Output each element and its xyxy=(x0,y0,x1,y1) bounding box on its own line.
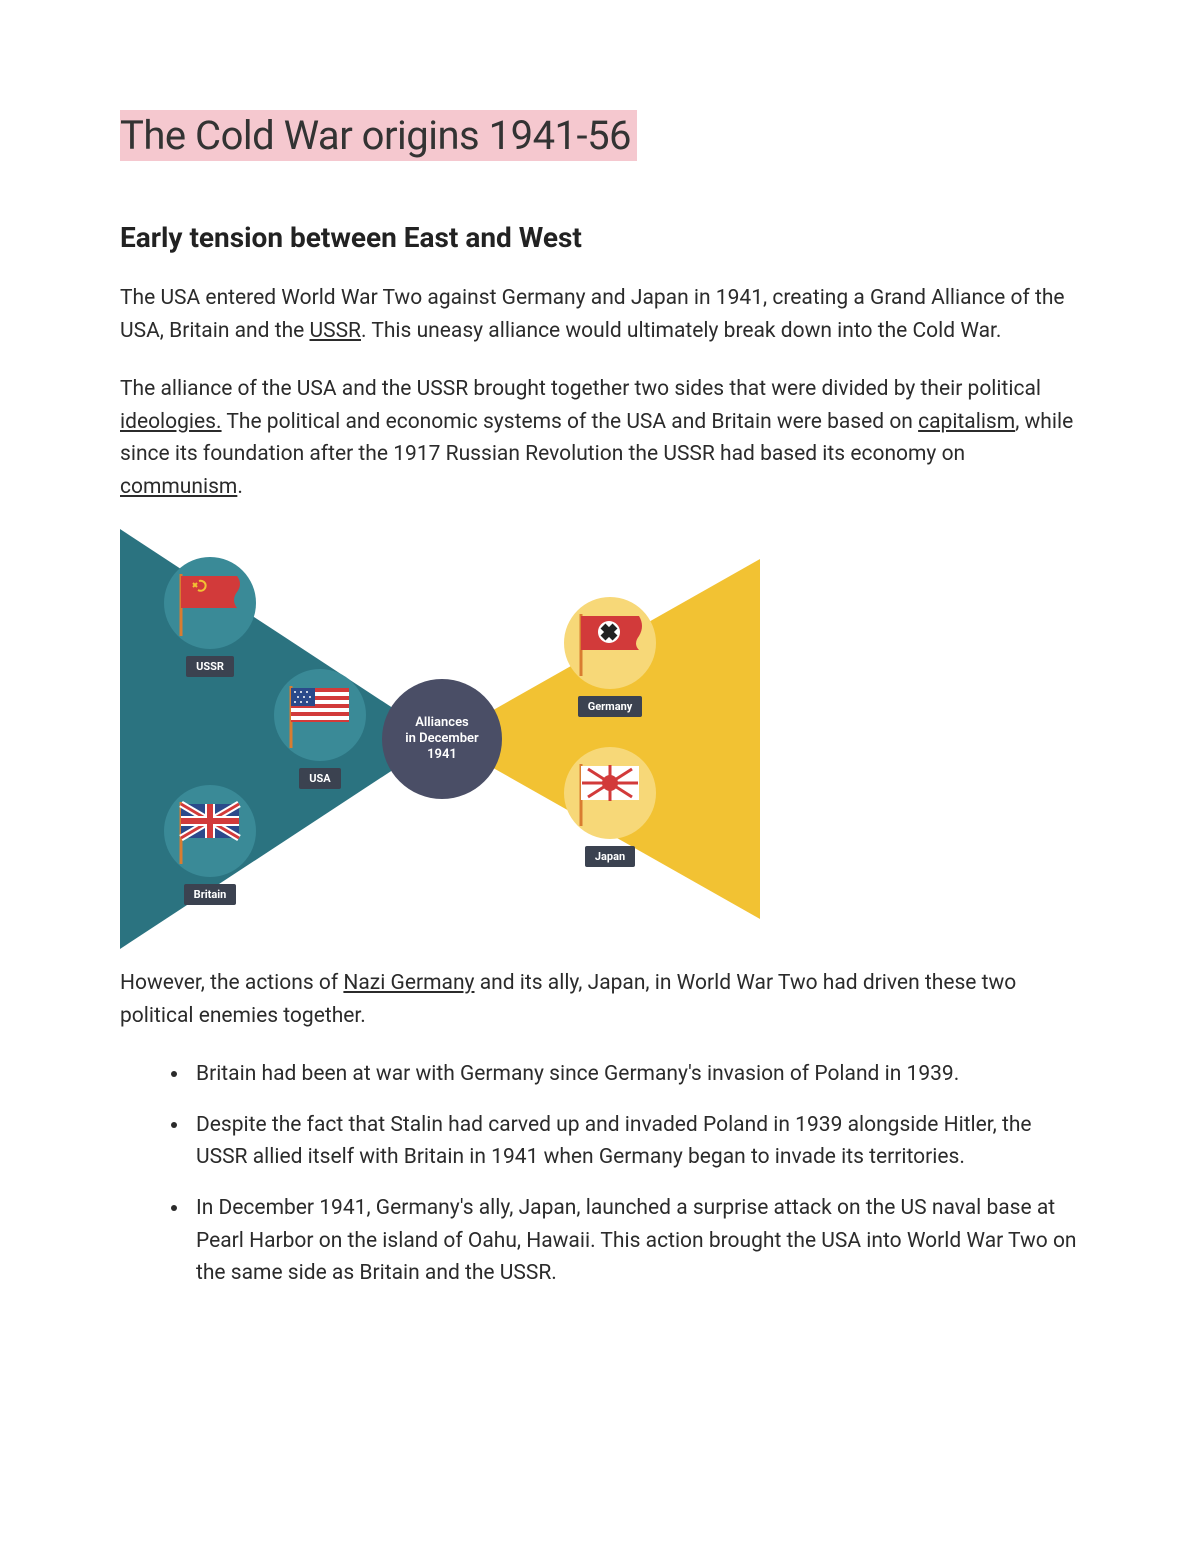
britain-flag-icon xyxy=(171,796,249,866)
country-label: USA xyxy=(299,768,340,789)
japan-flag-icon xyxy=(571,758,649,828)
country-britain: Britain xyxy=(160,785,260,905)
list-item: Britain had been at war with Germany sin… xyxy=(190,1058,1080,1091)
bullet-list: Britain had been at war with Germany sin… xyxy=(120,1058,1080,1289)
text: The alliance of the USA and the USSR bro… xyxy=(120,377,1041,401)
list-item: Despite the fact that Stalin had carved … xyxy=(190,1109,1080,1174)
country-label: USSR xyxy=(186,656,234,677)
flag-bg xyxy=(164,557,256,649)
text: However, the actions of xyxy=(120,971,343,995)
list-item: In December 1941, Germany's ally, Japan,… xyxy=(190,1192,1080,1290)
section-heading: Early tension between East and West xyxy=(120,221,1080,254)
country-label: Britain xyxy=(184,884,237,905)
paragraph-2: The alliance of the USA and the USSR bro… xyxy=(120,373,1080,503)
center-label: Alliancesin December1941 xyxy=(405,715,478,764)
flag-bg xyxy=(164,785,256,877)
alliances-diagram: USSR USA xyxy=(120,529,760,949)
paragraph-3: However, the actions of Nazi Germany and… xyxy=(120,967,1080,1032)
flag-bg xyxy=(564,747,656,839)
country-label: Japan xyxy=(585,846,635,867)
country-ussr: USSR xyxy=(160,557,260,677)
country-germany: Germany xyxy=(550,597,670,717)
link-capitalism[interactable]: capitalism xyxy=(918,410,1015,434)
text: . xyxy=(237,475,243,499)
flag-bg xyxy=(564,597,656,689)
usa-flag-icon xyxy=(281,680,359,750)
center-circle: Alliancesin December1941 xyxy=(382,679,502,799)
flag-bg xyxy=(274,669,366,761)
text: . This uneasy alliance would ultimately … xyxy=(361,319,1001,343)
country-label: Germany xyxy=(578,696,643,717)
link-ussr[interactable]: USSR xyxy=(310,319,362,343)
country-usa: USA xyxy=(270,669,370,789)
page-title: The Cold War origins 1941-56 xyxy=(120,110,637,161)
link-nazi-germany[interactable]: Nazi Germany xyxy=(343,971,474,995)
paragraph-1: The USA entered World War Two against Ge… xyxy=(120,282,1080,347)
ussr-flag-icon xyxy=(171,568,249,638)
germany-flag-icon xyxy=(571,608,649,678)
text: The political and economic systems of th… xyxy=(222,410,919,434)
link-communism[interactable]: communism xyxy=(120,475,237,499)
link-ideologies[interactable]: ideologies. xyxy=(120,410,222,434)
country-japan: Japan xyxy=(550,747,670,867)
